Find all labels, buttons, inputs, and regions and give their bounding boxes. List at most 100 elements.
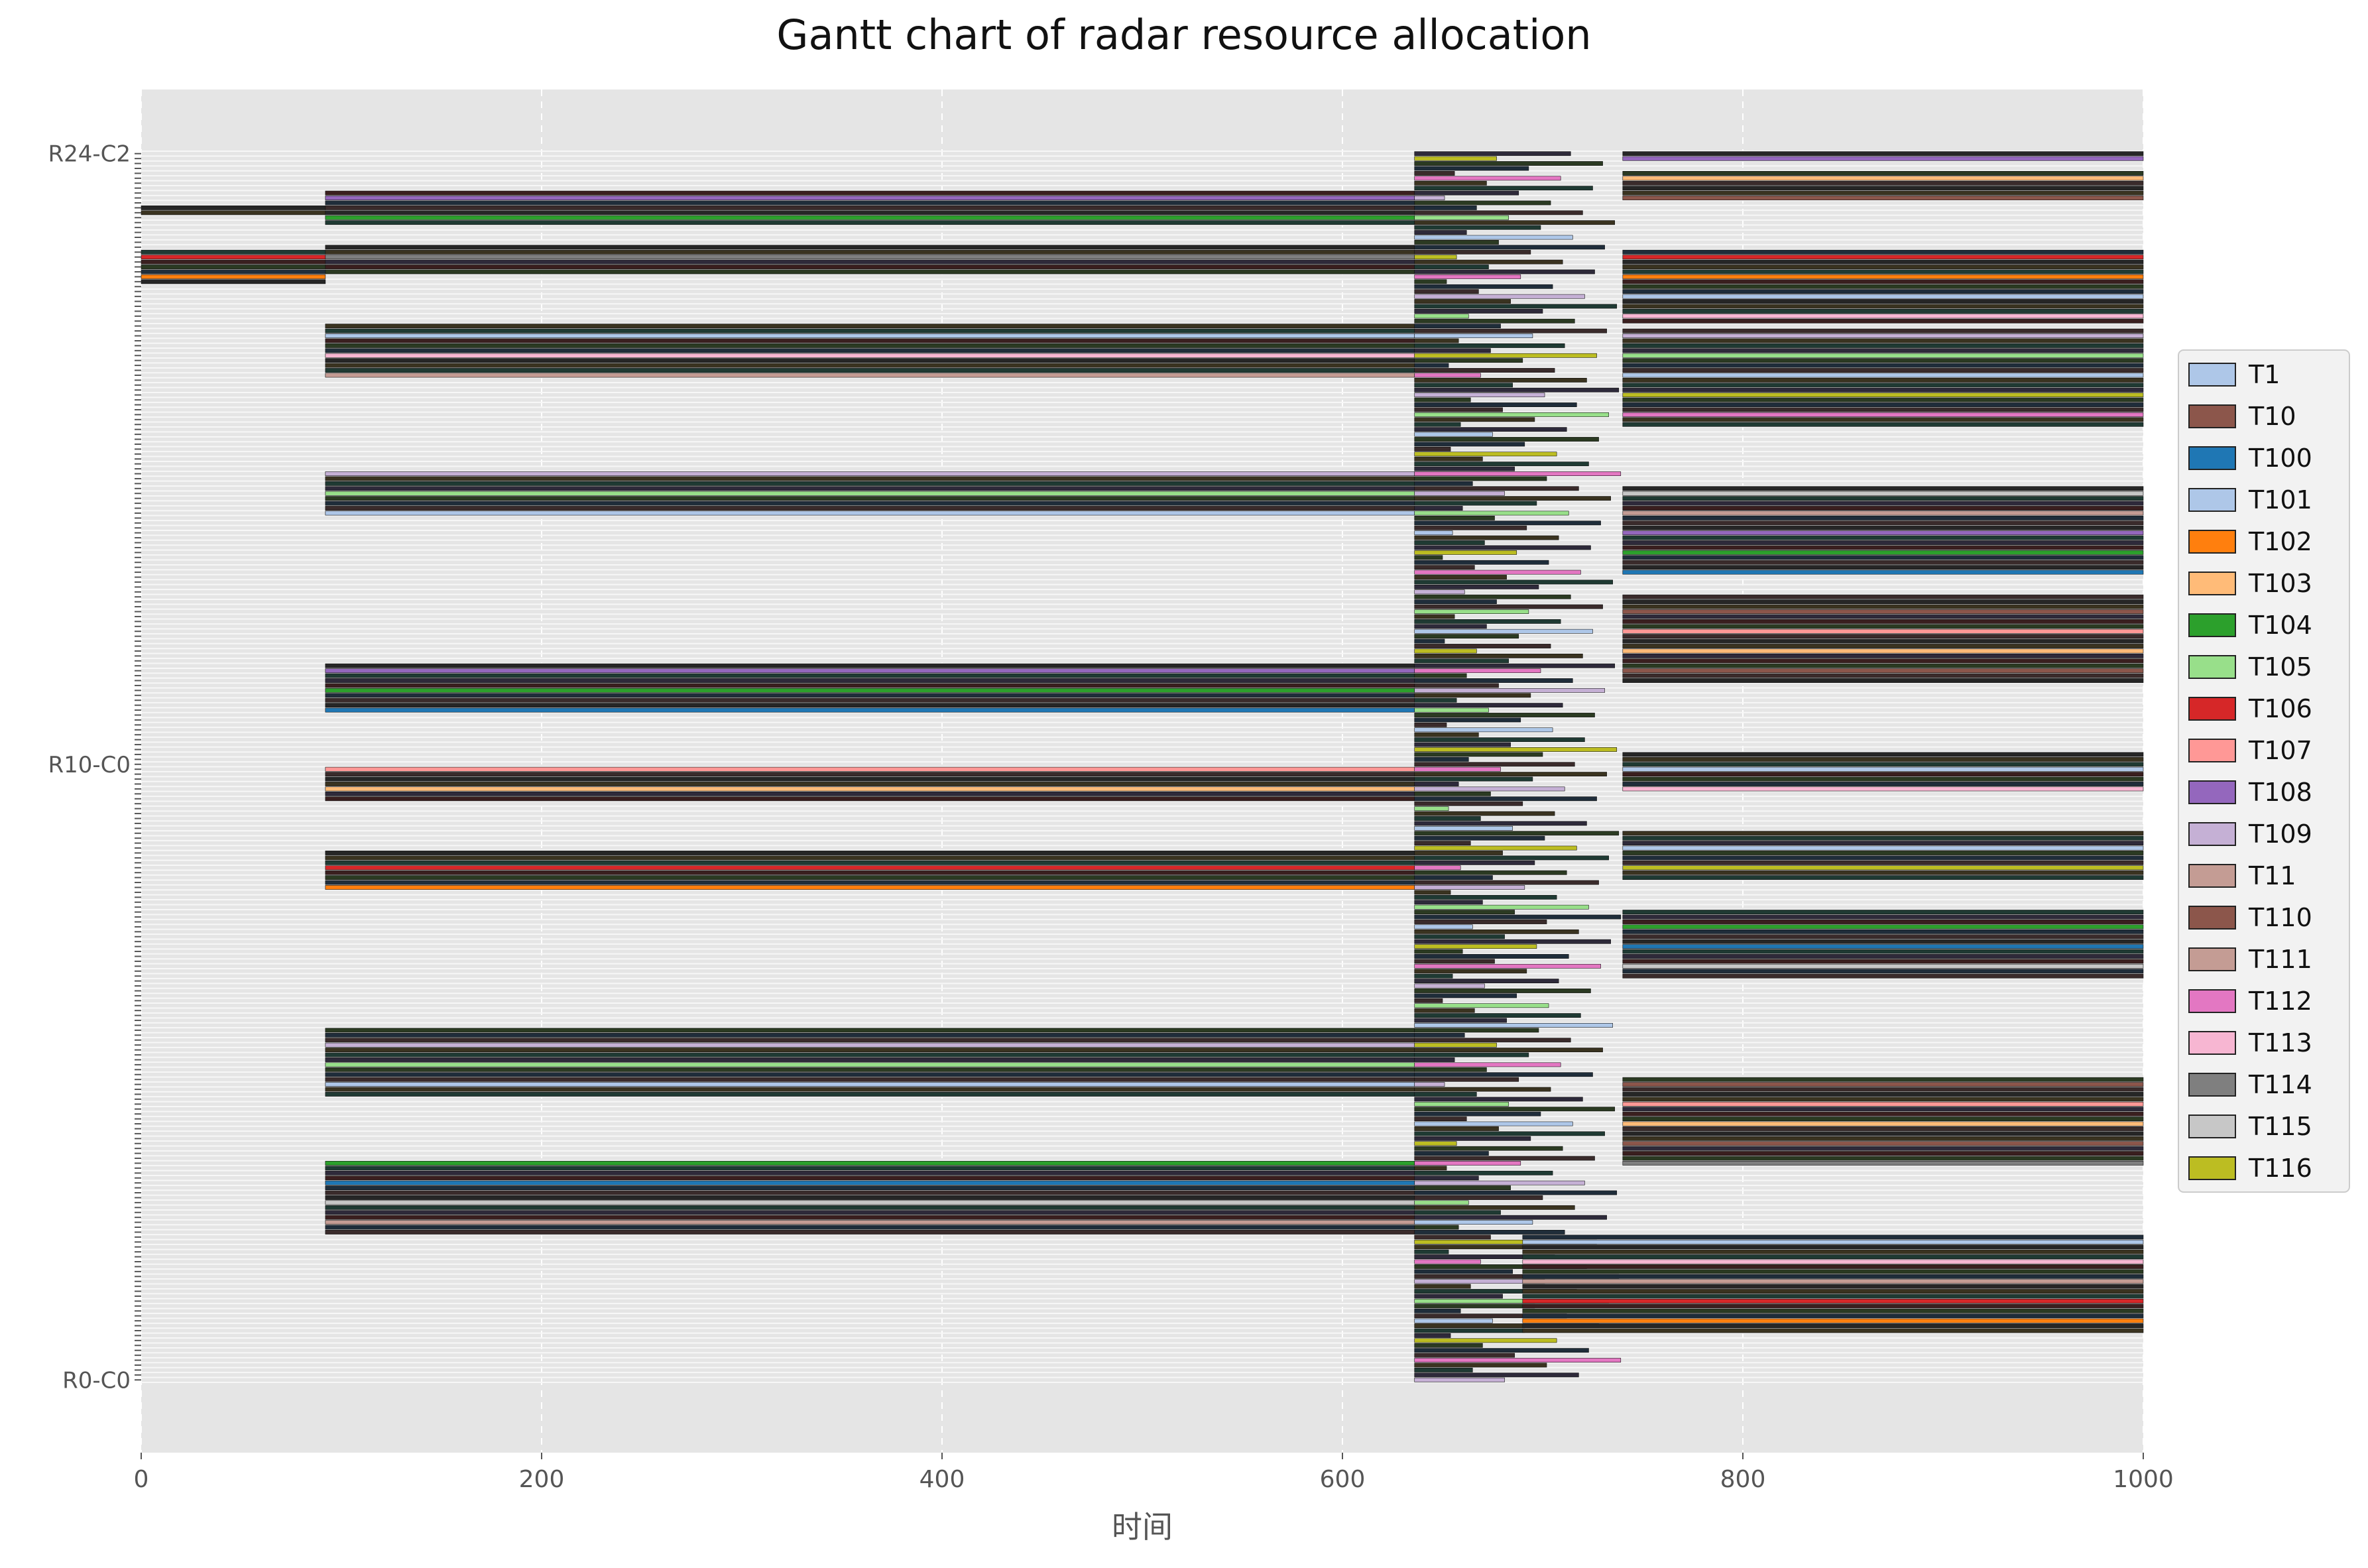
- task-bar: [1622, 560, 2144, 565]
- task-bar: [1414, 924, 1473, 930]
- task-bar: [1622, 594, 2144, 599]
- task-bar: [325, 885, 1415, 890]
- task-bar: [1414, 555, 1443, 560]
- task-bar: [1414, 166, 1529, 171]
- task-bar: [1622, 530, 2144, 536]
- task-bar: [1414, 1077, 1519, 1082]
- legend-frame: [2178, 349, 2350, 1193]
- task-bar: [1622, 762, 2144, 767]
- task-bar: [1414, 1377, 1505, 1382]
- task-bar: [1622, 249, 2144, 255]
- task-bar: [1622, 599, 2144, 605]
- legend-label: T1: [2248, 360, 2280, 389]
- task-bar: [1414, 1215, 1607, 1220]
- task-bar: [1414, 742, 1511, 747]
- legend-label: T106: [2248, 694, 2312, 723]
- task-bar: [1414, 1087, 1551, 1092]
- task-bar: [1414, 1166, 1447, 1171]
- task-bar: [325, 476, 1415, 481]
- task-bar: [325, 1052, 1415, 1057]
- task-bar: [1622, 180, 2144, 186]
- task-bar: [1622, 387, 2144, 392]
- task-bar: [1414, 1195, 1543, 1200]
- task-bar: [325, 855, 1415, 861]
- task-bar: [1414, 206, 1477, 210]
- task-bar: [1414, 1038, 1571, 1043]
- task-bar: [325, 786, 1415, 792]
- task-bar: [1414, 506, 1463, 511]
- task-bar: [1414, 501, 1537, 506]
- task-bar: [1414, 658, 1509, 664]
- task-bar: [1414, 471, 1622, 476]
- legend: T1 T10 T100 T101 T102 T103 T104 T105 T106 T107 T10…: [2178, 349, 2350, 1193]
- task-bar: [1414, 855, 1609, 861]
- task-bar: [1414, 589, 1465, 595]
- task-bar: [325, 688, 1415, 693]
- task-bar: [325, 348, 1415, 353]
- task-bar: [1414, 920, 1547, 924]
- task-bar: [1414, 1107, 1616, 1112]
- task-bar: [1622, 368, 2144, 373]
- task-bar: [141, 210, 326, 215]
- task-bar: [1414, 786, 1565, 792]
- task-bar: [1414, 363, 1449, 368]
- x-tick-label: 200: [519, 1466, 565, 1493]
- task-bar: [325, 1190, 1415, 1195]
- task-bar: [325, 255, 1415, 260]
- task-bar: [1622, 638, 2144, 644]
- legend-swatch: [2188, 404, 2236, 428]
- task-bar: [325, 1210, 1415, 1215]
- task-bar: [1414, 176, 1561, 181]
- task-bar: [325, 269, 1415, 274]
- task-bar: [1414, 235, 1573, 240]
- task-bar: [1414, 756, 1469, 762]
- task-bar: [1414, 1018, 1507, 1023]
- legend-swatch: [2188, 1156, 2236, 1180]
- task-bar: [1414, 245, 1605, 250]
- task-bar: [1414, 1333, 1451, 1338]
- task-bar: [1622, 841, 2144, 846]
- legend-swatch: [2188, 488, 2236, 512]
- task-bar: [1414, 619, 1561, 624]
- task-bar: [1414, 348, 1491, 353]
- task-bar: [325, 766, 1415, 772]
- task-bar: [1414, 279, 1447, 284]
- task-bar: [1414, 397, 1471, 402]
- task-bar: [1622, 422, 2144, 427]
- task-bar: [1622, 870, 2144, 875]
- task-bar: [1414, 230, 1467, 235]
- row-lines: [141, 151, 2143, 1383]
- task-bar: [1522, 1328, 2144, 1333]
- task-bar: [1414, 998, 1443, 1003]
- task-bar: [1414, 338, 1459, 343]
- legend-label: T104: [2248, 611, 2312, 640]
- task-bar: [1622, 328, 2144, 333]
- task-bar: [1414, 1008, 1475, 1013]
- task-bar: [1414, 442, 1525, 447]
- task-bar: [1414, 737, 1585, 743]
- task-bar: [1622, 949, 2144, 954]
- task-bar: [325, 259, 1415, 265]
- task-bar: [325, 851, 1415, 855]
- task-bar: [1414, 466, 1515, 471]
- task-bar: [1414, 796, 1597, 802]
- task-bar: [325, 1057, 1415, 1062]
- legend-swatch: [2188, 1115, 2236, 1138]
- task-bar: [325, 663, 1415, 668]
- task-bar: [1622, 358, 2144, 363]
- legend-label: T110: [2248, 903, 2312, 932]
- task-bar: [1414, 762, 1575, 767]
- task-bar: [1414, 1180, 1585, 1185]
- task-bar: [1522, 1279, 2144, 1284]
- task-bar: [1622, 486, 2144, 491]
- task-bar: [1622, 299, 2144, 304]
- task-bar: [1414, 456, 1483, 461]
- y-tick-label: R24-C2: [48, 141, 131, 168]
- task-bar: [1414, 476, 1547, 481]
- task-bar: [1414, 299, 1511, 304]
- task-bar: [1414, 1249, 1449, 1254]
- task-bar: [1522, 1313, 2144, 1319]
- task-bar: [1414, 929, 1579, 934]
- task-bar: [1522, 1249, 2144, 1254]
